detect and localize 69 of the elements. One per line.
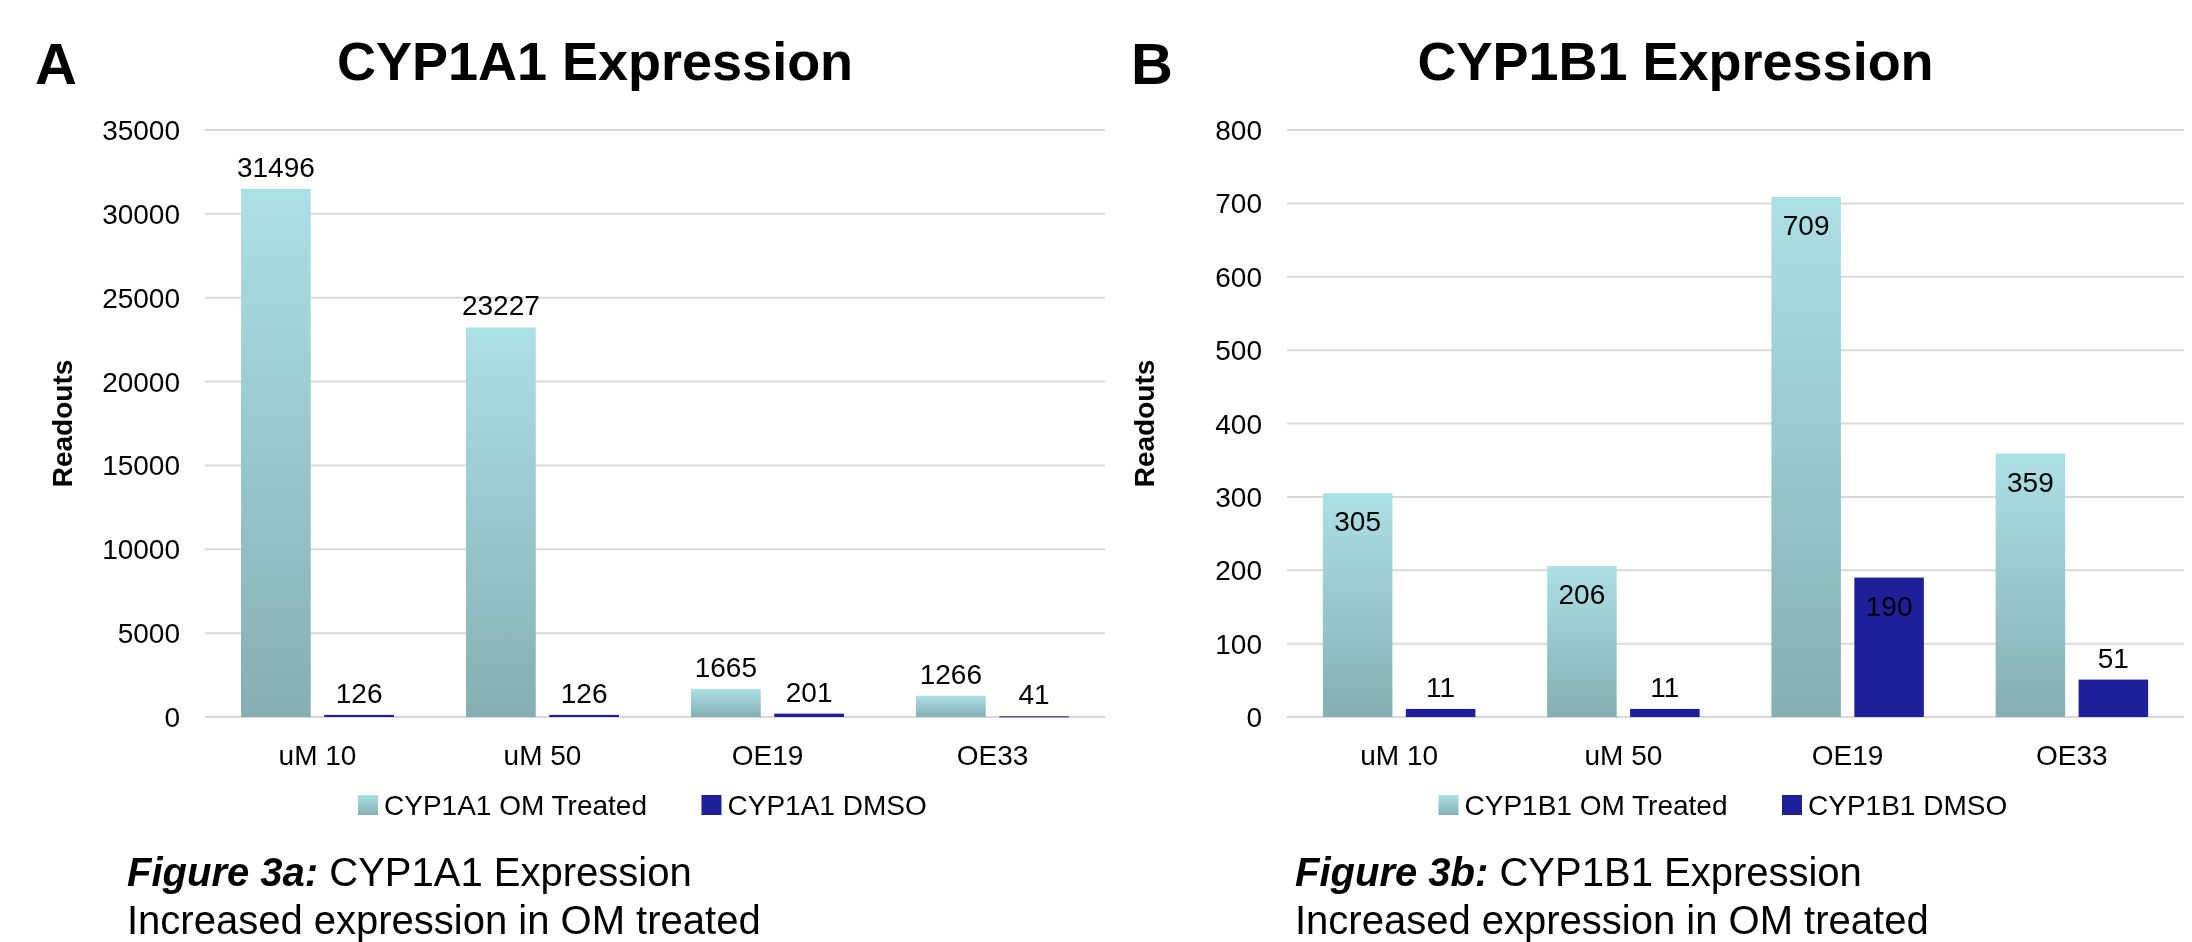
chart-title: CYP1B1 Expression [1417, 31, 1934, 91]
y-tick-label: 300 [1215, 481, 1262, 513]
bar [1771, 196, 1841, 717]
x-tick-label: uM 50 [1584, 740, 1663, 771]
caption: Figure 3b: CYP1B1 Expression [1295, 850, 1862, 894]
y-tick-label: 100 [1215, 628, 1262, 660]
text: Increased expression in OM treated [1295, 898, 1929, 942]
text: A [35, 31, 77, 96]
text: B [1131, 31, 1173, 96]
y-tick-label: 200 [1215, 555, 1262, 587]
data-label: 190 [1865, 590, 1913, 622]
caption: Figure 3a: CYP1A1 Expression [127, 850, 692, 894]
bar [1405, 708, 1476, 717]
legend-label: CYP1A1 OM Treated [384, 790, 648, 821]
data-label: 51 [2097, 642, 2129, 674]
bar [691, 689, 761, 717]
x-tick-label: OE33 [2036, 740, 2108, 771]
y-tick-label: 20000 [102, 366, 180, 398]
x-tick-label: uM 10 [278, 740, 357, 771]
bar [916, 695, 986, 717]
data-label: 41 [1018, 679, 1050, 711]
y-tick-label: 35000 [102, 115, 180, 146]
bar [324, 714, 394, 717]
y-tick-label: 25000 [102, 282, 180, 314]
data-label: 1266 [919, 658, 983, 690]
data-label: 201 [785, 676, 833, 708]
bar [1630, 708, 1700, 717]
y-tick-label: 600 [1215, 261, 1262, 293]
bar [1322, 493, 1393, 717]
bar [549, 714, 619, 717]
chart-title: CYP1A1 Expression [336, 31, 854, 91]
y-tick-label: 10000 [102, 534, 180, 566]
legend-label: CYP1A1 DMSO [727, 790, 927, 821]
y-tick-label: 700 [1215, 188, 1262, 220]
y-tick-label: 15000 [102, 450, 180, 482]
bar [1547, 565, 1617, 717]
y-tick-label: 800 [1215, 115, 1262, 146]
data-label: 126 [335, 677, 383, 709]
bar [241, 188, 311, 717]
y-tick-label: 0 [1246, 702, 1262, 733]
y-tick-label: 30000 [102, 198, 180, 230]
y-axis-title: Readouts [47, 359, 78, 488]
bar [2078, 679, 2149, 717]
y-tick-label: 5000 [117, 618, 180, 650]
data-label: 359 [2007, 466, 2054, 498]
data-label: 126 [560, 677, 608, 709]
y-tick-label: 0 [164, 702, 180, 733]
legend-label: CYP1B1 OM Treated [1464, 790, 1728, 821]
data-label: 206 [1558, 578, 1606, 610]
legend-label: CYP1B1 DMSO [1808, 790, 2008, 821]
data-label: 11 [1650, 671, 1680, 703]
data-label: 11 [1426, 671, 1456, 703]
x-tick-label: OE19 [731, 740, 804, 771]
y-axis-title: Readouts [1129, 359, 1160, 488]
x-tick-label: OE33 [956, 740, 1029, 771]
bar [1854, 577, 1924, 717]
data-label: 709 [1782, 209, 1830, 241]
x-tick-label: uM 50 [503, 740, 582, 771]
y-tick-label: 400 [1215, 408, 1262, 440]
bar [1995, 453, 2066, 717]
y-tick-label: 500 [1215, 335, 1262, 367]
data-label: 305 [1334, 506, 1381, 538]
x-tick-label: OE19 [1811, 740, 1884, 771]
x-tick-label: uM 10 [1360, 740, 1439, 771]
text: Increased expression in OM treated [127, 898, 761, 942]
data-label: 1665 [694, 652, 758, 684]
data-label: 23227 [461, 290, 540, 322]
data-label: 31496 [236, 151, 315, 183]
bar [466, 327, 536, 717]
